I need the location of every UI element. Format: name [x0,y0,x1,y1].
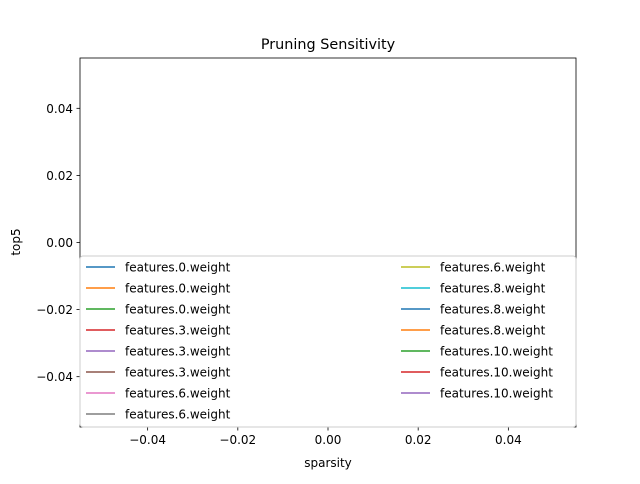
y-tick-label: −0.02 [36,303,73,317]
y-axis-label: top5 [9,228,23,255]
legend-label-12: features.10.weight [440,345,553,359]
y-tick-label: 0.00 [46,236,73,250]
x-tick-label: −0.04 [129,433,166,447]
legend-label-9: features.8.weight [440,282,546,296]
legend-label-1: features.0.weight [125,282,231,296]
chart-title: Pruning Sensitivity [261,37,396,53]
legend-label-10: features.8.weight [440,303,546,317]
legend-label-3: features.3.weight [125,324,231,338]
legend-label-13: features.10.weight [440,366,553,380]
y-tick-label: 0.04 [46,102,73,116]
x-tick-label: 0.00 [315,433,342,447]
legend-label-7: features.6.weight [125,408,231,422]
x-tick-label: 0.04 [495,433,522,447]
legend-label-2: features.0.weight [125,303,231,317]
plot-area: −0.04 −0.02 0.00 0.02 0.04 0.04 0.02 0.00 −0.02 −… [36,57,577,447]
x-tick-label: 0.02 [405,433,432,447]
legend-label-5: features.3.weight [125,366,231,380]
legend-box [79,255,577,428]
x-tick-label: −0.02 [219,433,256,447]
y-tick-label: −0.04 [36,370,73,384]
legend-label-8: features.6.weight [440,261,546,275]
y-tick-label: 0.02 [46,169,73,183]
x-axis-label: sparsity [304,456,352,470]
legend-label-0: features.0.weight [125,261,231,275]
legend-label-6: features.6.weight [125,387,231,401]
legend-label-14: features.10.weight [440,387,553,401]
legend-label-4: features.3.weight [125,345,231,359]
legend-label-11: features.8.weight [440,324,546,338]
